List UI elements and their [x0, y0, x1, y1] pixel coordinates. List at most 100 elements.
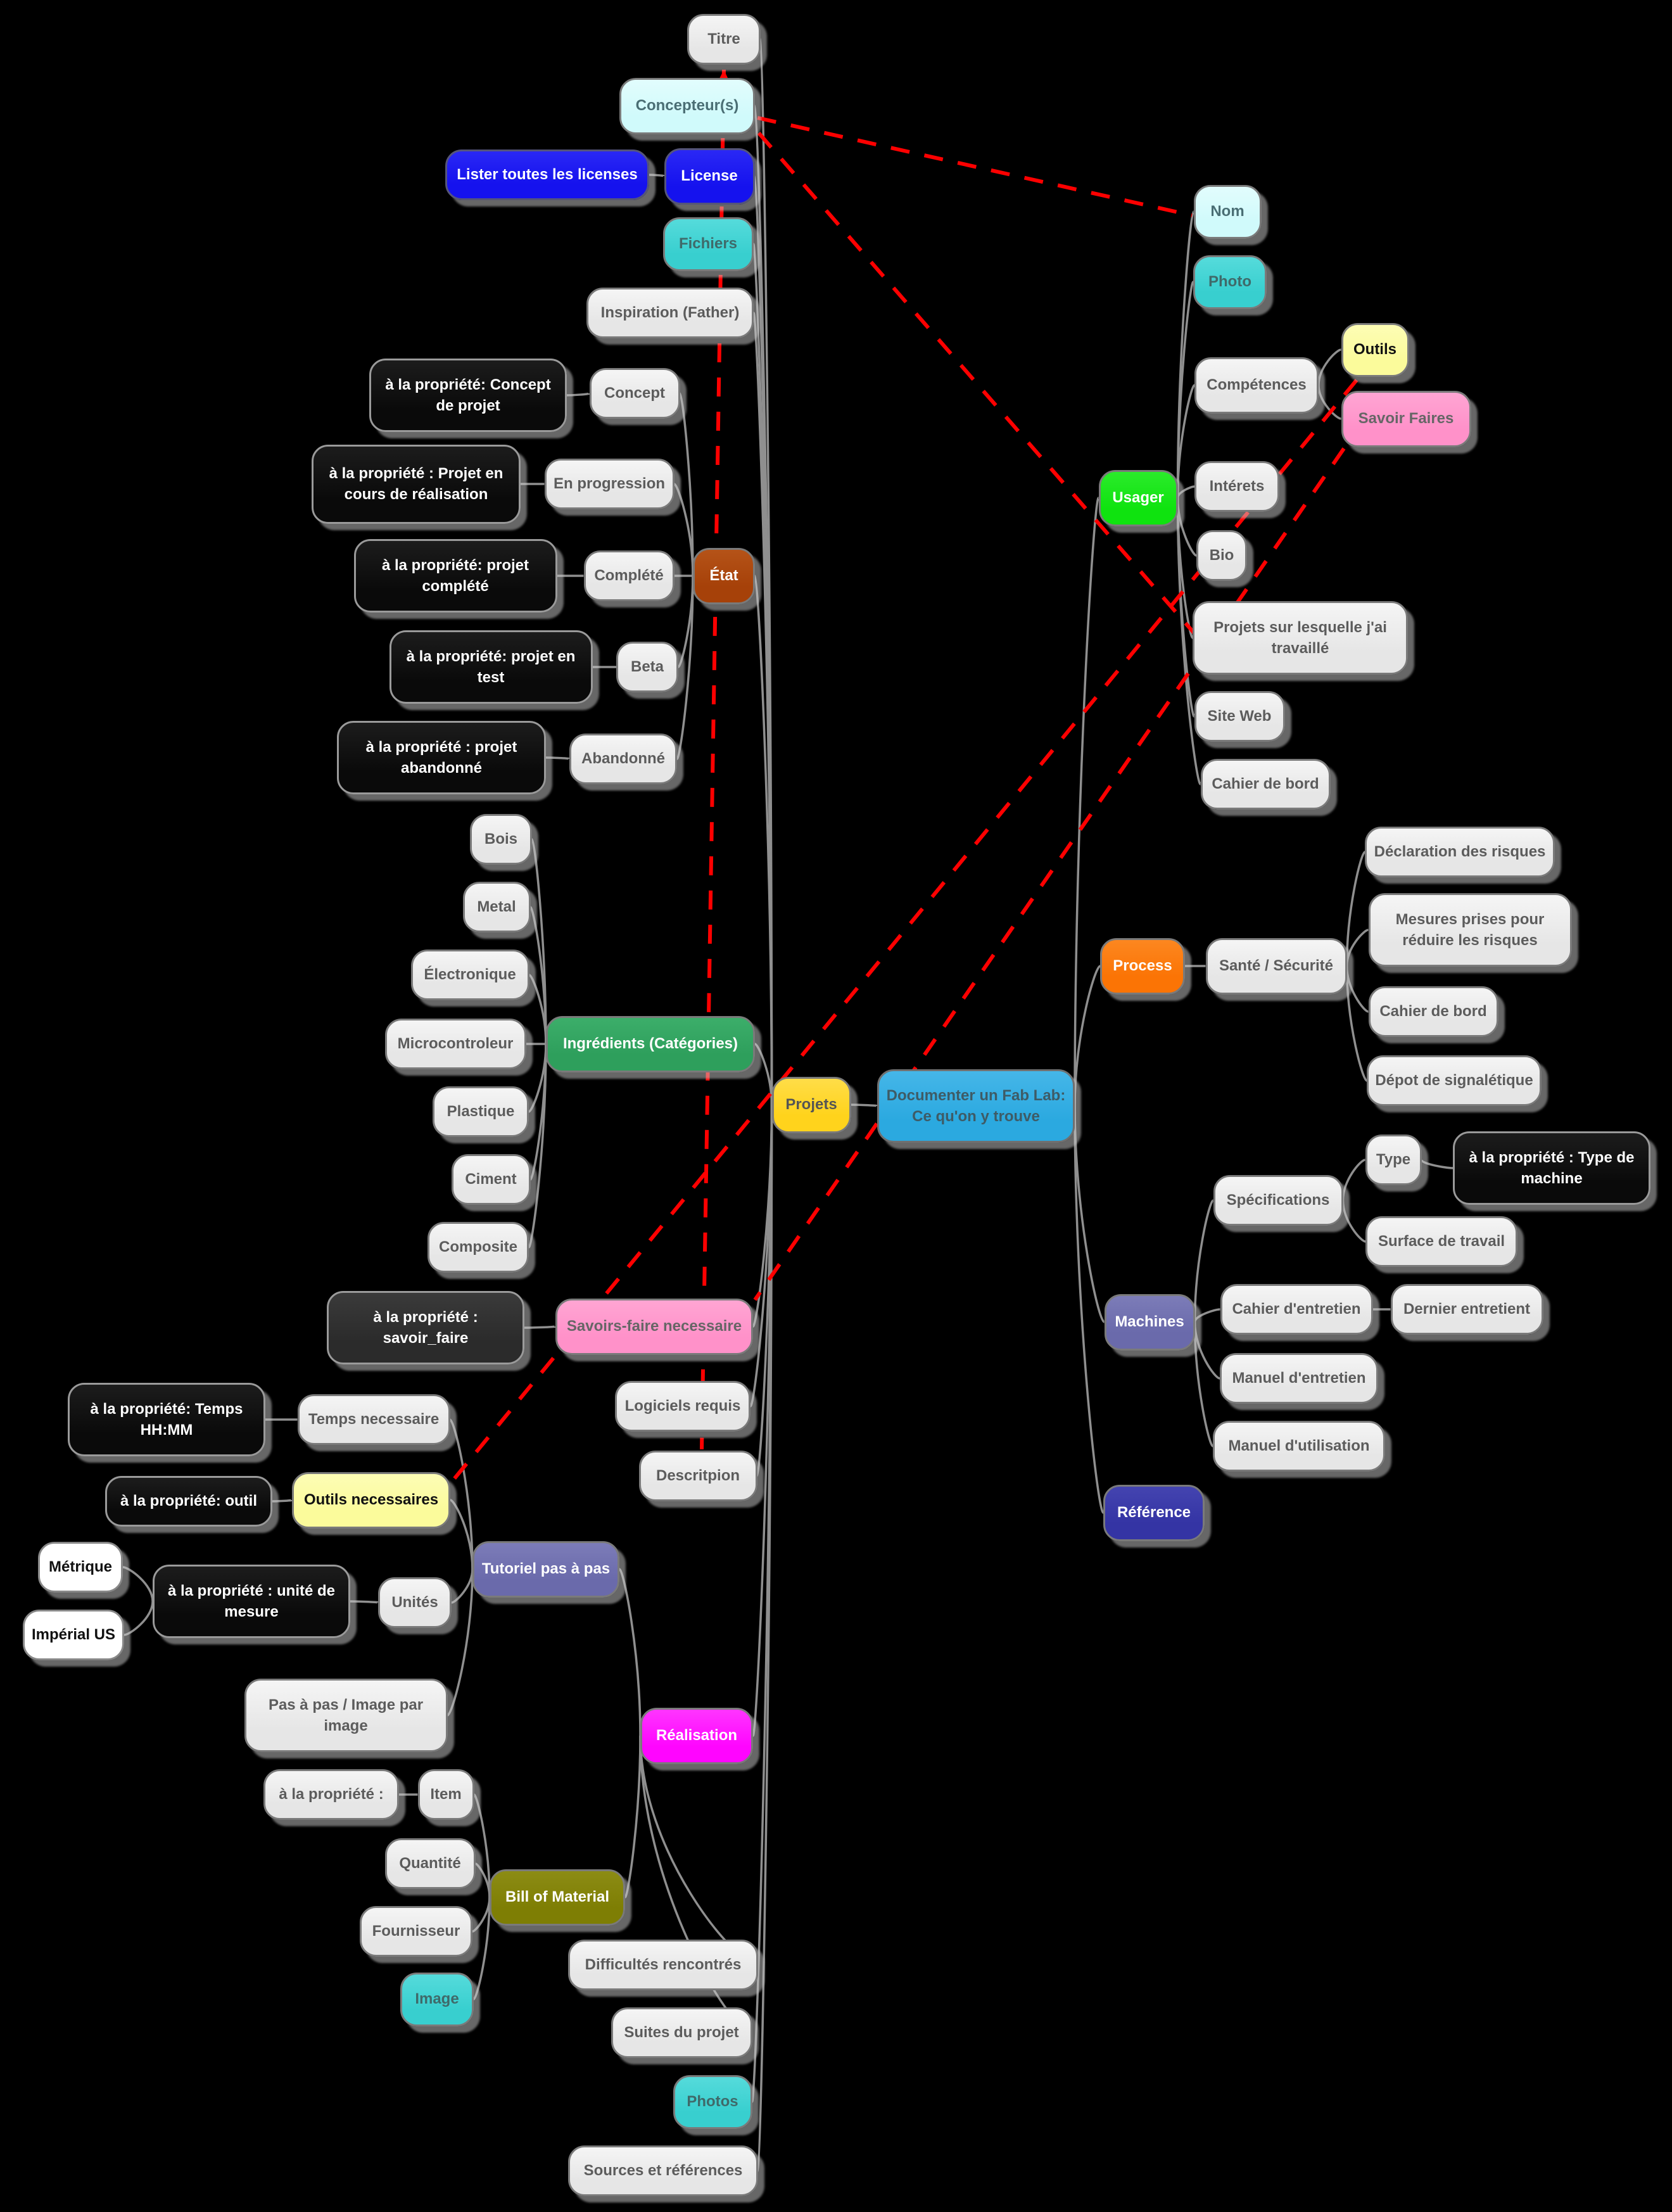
node-imperial[interactable]: Impérial US — [23, 1610, 124, 1660]
node-savoirs_nec[interactable]: Savoirs-faire necessaire — [555, 1298, 753, 1355]
node-prop_savoir[interactable]: à la propriété : savoir_faire — [327, 1291, 524, 1364]
node-inspiration[interactable]: Inspiration (Father) — [586, 288, 754, 338]
node-fournisseur[interactable]: Fournisseur — [360, 1906, 472, 1957]
edge-bom-image — [472, 1897, 491, 2000]
edge-abandonne-prop_abandonne — [545, 756, 571, 760]
node-image[interactable]: Image — [400, 1972, 474, 2026]
node-prop_type[interactable]: à la propriété : Type de machine — [1453, 1131, 1650, 1205]
node-composite[interactable]: Composite — [428, 1222, 529, 1273]
node-photo[interactable]: Photo — [1193, 255, 1267, 309]
node-machines[interactable]: Machines — [1104, 1294, 1195, 1351]
node-electronique[interactable]: Électronique — [410, 950, 529, 1000]
node-ciment[interactable]: Ciment — [451, 1154, 531, 1205]
node-surface[interactable]: Surface de travail — [1365, 1216, 1517, 1267]
node-process[interactable]: Process — [1100, 938, 1185, 995]
node-specifications[interactable]: Spécifications — [1213, 1175, 1343, 1226]
node-dernier[interactable]: Dernier entretient — [1390, 1284, 1543, 1335]
node-concepteurs[interactable]: Concepteur(s) — [619, 77, 755, 134]
node-temps_nec[interactable]: Temps necessaire — [297, 1394, 450, 1445]
node-label: Bill of Material — [505, 1888, 610, 1906]
node-fichiers[interactable]: Fichiers — [662, 217, 754, 271]
node-unites[interactable]: Unités — [378, 1577, 452, 1628]
node-prop_unite[interactable]: à la propriété : unité de mesure — [153, 1565, 350, 1638]
node-prop_concept[interactable]: à la propriété: Concept de projet — [369, 359, 567, 432]
node-projets[interactable]: Projets — [771, 1076, 851, 1133]
node-realisation[interactable]: Réalisation — [640, 1707, 753, 1764]
node-siteweb[interactable]: Site Web — [1194, 691, 1285, 742]
node-label: Site Web — [1207, 708, 1272, 725]
node-label: Bio — [1209, 547, 1234, 564]
edge-root-projets — [851, 1103, 878, 1107]
node-beta[interactable]: Beta — [616, 642, 678, 692]
node-label: Métrique — [48, 1558, 112, 1576]
node-etat[interactable]: État — [693, 547, 755, 604]
node-outils_r[interactable]: Outils — [1341, 322, 1409, 377]
node-label: Référence — [1117, 1504, 1191, 1522]
node-license[interactable]: License — [664, 148, 755, 205]
node-logiciels[interactable]: Logiciels requis — [615, 1381, 750, 1432]
node-concept[interactable]: Concept — [589, 368, 680, 419]
node-complete[interactable]: Complété — [583, 550, 674, 601]
edge-license-lister — [649, 174, 666, 177]
node-photos[interactable]: Photos — [673, 2075, 752, 2129]
node-prop_test[interactable]: à la propriété: projet en test — [389, 630, 593, 704]
node-lister[interactable]: Lister toutes les licenses — [445, 149, 649, 200]
node-en_progression[interactable]: En progression — [544, 459, 674, 509]
node-prop_complete[interactable]: à la propriété: projet complété — [353, 539, 557, 613]
node-mesures[interactable]: Mesures prises pour réduire les risques — [1368, 893, 1572, 967]
node-bois[interactable]: Bois — [470, 814, 532, 865]
edge-tutoriel-unites — [451, 1568, 474, 1604]
node-manuel_utilisation[interactable]: Manuel d'utilisation — [1213, 1421, 1385, 1471]
node-savoir_faires[interactable]: Savoir Faires — [1341, 390, 1471, 447]
node-sources[interactable]: Sources et références — [568, 2145, 758, 2196]
node-plastique[interactable]: Plastique — [433, 1086, 529, 1137]
edge-projets-sources — [757, 1104, 773, 2172]
node-prop_temps[interactable]: à la propriété: Temps HH:MM — [68, 1383, 265, 1456]
node-interets[interactable]: Intérets — [1194, 461, 1279, 512]
node-item[interactable]: Item — [417, 1769, 474, 1820]
node-ingredients[interactable]: Ingrédients (Catégories) — [546, 1015, 755, 1072]
edge-sante-depot — [1345, 965, 1368, 1082]
node-declaration[interactable]: Déclaration des risques — [1365, 827, 1555, 877]
node-root[interactable]: Documenter un Fab Lab: Ce qu'on y trouve — [877, 1069, 1075, 1143]
node-outils_nec[interactable]: Outils necessaires — [292, 1471, 450, 1529]
node-type[interactable]: Type — [1365, 1135, 1422, 1185]
node-manuel_entretien[interactable]: Manuel d'entretien — [1220, 1353, 1378, 1404]
edge-sante-cahier_bord_p — [1345, 965, 1369, 1013]
node-reference[interactable]: Référence — [1103, 1484, 1205, 1541]
node-prop_item[interactable]: à la propriété : — [263, 1769, 399, 1820]
node-bom[interactable]: Bill of Material — [490, 1869, 625, 1926]
node-cahier_bord_u[interactable]: Cahier de bord — [1200, 759, 1331, 810]
node-microcontroleur[interactable]: Microcontroleur — [384, 1019, 526, 1069]
node-label: Outils necessaires — [303, 1491, 439, 1509]
node-sante[interactable]: Santé / Sécurité — [1205, 938, 1347, 995]
node-abandonne[interactable]: Abandonné — [569, 734, 677, 784]
node-nom[interactable]: Nom — [1193, 184, 1262, 239]
node-metal[interactable]: Metal — [462, 882, 531, 932]
node-pas_a_pas[interactable]: Pas à pas / Image par image — [244, 1679, 448, 1752]
node-label: État — [709, 567, 738, 585]
node-quantite[interactable]: Quantité — [384, 1838, 476, 1889]
node-prop_abandonne[interactable]: à la propriété : projet abandonné — [337, 721, 546, 794]
node-prop_projet_cours[interactable]: à la propriété : Projet en cours de réal… — [312, 444, 521, 524]
node-label: Complété — [594, 567, 664, 585]
node-metrique[interactable]: Métrique — [38, 1542, 123, 1592]
node-competences[interactable]: Compétences — [1194, 357, 1319, 414]
node-label: Nom — [1210, 203, 1244, 220]
node-label: Projets sur lesquelle j'ai travaillé — [1213, 618, 1387, 657]
edge-type-prop_type — [1420, 1159, 1454, 1169]
node-prop_outil[interactable]: à la propriété: outil — [105, 1476, 272, 1527]
node-cahier_entretien[interactable]: Cahier d'entretien — [1220, 1284, 1373, 1335]
node-label: Cahier de bord — [1379, 1003, 1487, 1020]
node-projets_sur[interactable]: Projets sur lesquelle j'ai travaillé — [1193, 601, 1408, 675]
node-tutoriel[interactable]: Tutoriel pas à pas — [472, 1541, 619, 1598]
node-titre[interactable]: Titre — [687, 14, 761, 65]
node-descritpion[interactable]: Descritpion — [638, 1451, 757, 1501]
node-difficultes[interactable]: Difficultés rencontrés — [568, 1940, 758, 1990]
node-depot[interactable]: Dépot de signalétique — [1367, 1055, 1542, 1106]
node-suites[interactable]: Suites du projet — [611, 2007, 752, 2058]
node-cahier_bord_p[interactable]: Cahier de bord — [1368, 986, 1498, 1037]
node-bio[interactable]: Bio — [1196, 530, 1247, 581]
node-usager[interactable]: Usager — [1098, 469, 1178, 526]
node-label: Suites du projet — [624, 2024, 739, 2042]
